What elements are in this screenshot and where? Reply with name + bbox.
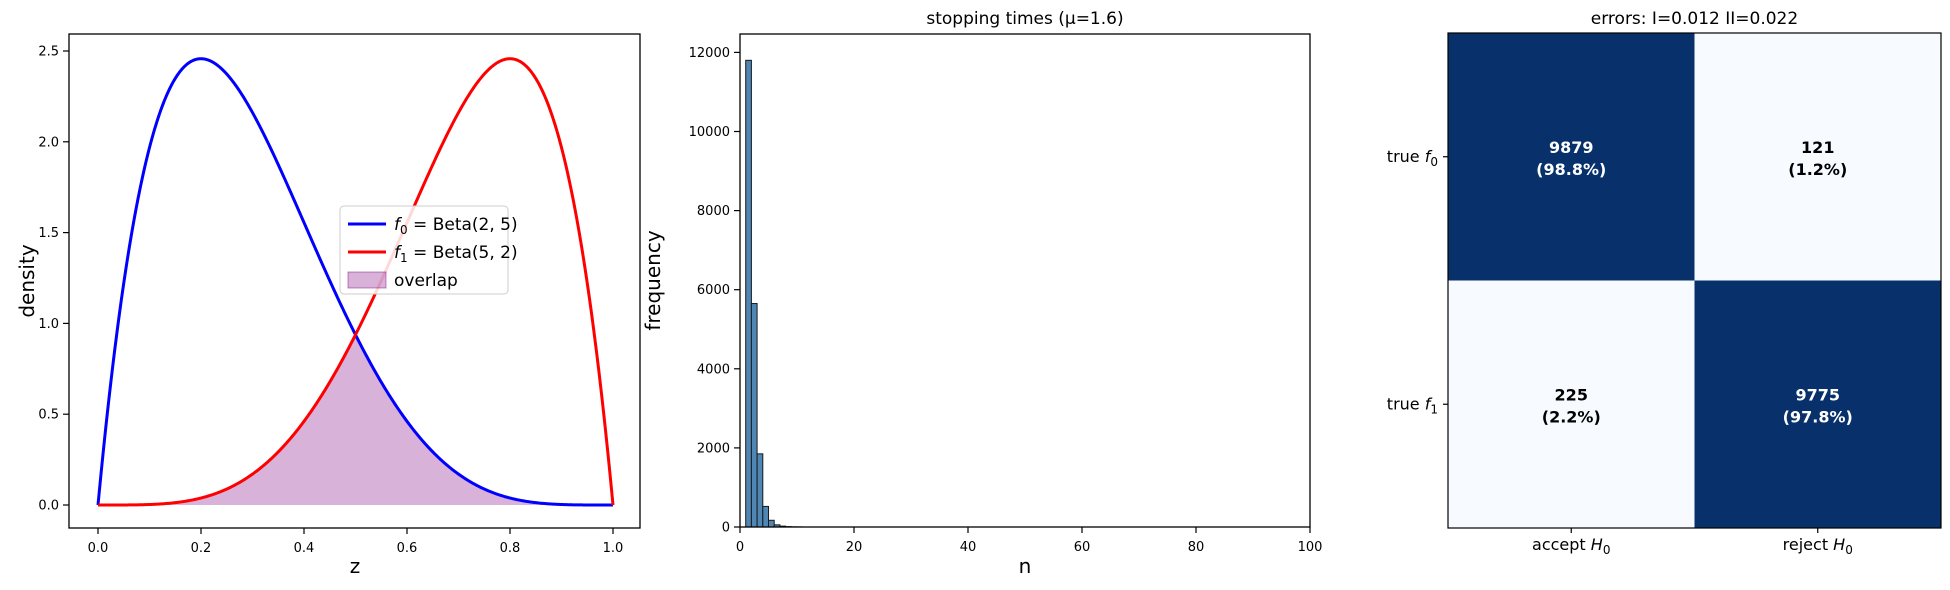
confusion-matrix: 9879 (98.8%) 121 (1.2%) 225 (2.2%) 9775 (97.8%)… (1387, 9, 1942, 557)
x-axis-label: z (350, 554, 361, 578)
axes-spines (68, 33, 641, 529)
y-axis-tick-label: 0.5 (38, 408, 59, 423)
legend-box (339, 205, 509, 295)
matrix-cell-percent: (97.8%) (1783, 407, 1853, 426)
y-axis-label: frequency (641, 230, 665, 330)
x-axis-tick-label: 0.2 (191, 541, 212, 556)
matrix-cell (1694, 280, 1941, 528)
x-axis-tick-label: 0.4 (294, 541, 315, 556)
x-axis-tick-label: 60 (1074, 540, 1091, 555)
legend-label: f0 = Beta(2, 5) (394, 215, 518, 237)
y-axis-tick-label: 1.5 (38, 226, 59, 241)
overlap-area (98, 334, 613, 505)
legend-label: f1 = Beta(5, 2) (394, 243, 518, 265)
matrix-row-label: true f0 (1387, 147, 1438, 169)
histogram-bar (745, 59, 752, 528)
y-axis-tick-label: 10000 (689, 125, 730, 140)
plot-title: stopping times (μ=1.6) (926, 9, 1123, 29)
x-axis-tick-label: 0.8 (500, 541, 521, 556)
beta-density-plot: 0.0 0.5 1.0 1.5 2.0 2.5 0.0 0.2 0.4 0.6 0.8 1.0 z den… (15, 33, 641, 578)
x-axis-tick-label: 20 (846, 540, 863, 555)
plot-title: errors: I=0.012 II=0.022 (1591, 9, 1798, 29)
y-axis-tick-label: 4000 (697, 362, 730, 377)
x-axis-tick-label: 0.6 (397, 541, 418, 556)
y-axis-tick-label: 6000 (697, 283, 730, 298)
axes-spines (739, 33, 1311, 528)
matrix-cell (1448, 280, 1695, 528)
matrix-cell (1448, 33, 1695, 281)
legend-label: overlap (394, 271, 458, 291)
x-axis-tick-label: 0.0 (88, 541, 109, 556)
matrix-row-label: true f1 (1387, 394, 1438, 416)
x-axis-tick-label: 1.0 (603, 541, 624, 556)
matrix-cell-count: 225 (1555, 385, 1588, 404)
x-axis-tick-label: 0 (736, 540, 744, 555)
y-axis-tick-label: 2.0 (38, 135, 59, 150)
histogram-bar (750, 303, 758, 528)
x-axis-label: n (1019, 554, 1032, 578)
matrix-cell-percent: (1.2%) (1788, 160, 1847, 179)
matrix-cell (1694, 33, 1941, 281)
x-axis-tick-label: 40 (960, 540, 977, 555)
y-axis-tick-label: 0 (722, 521, 730, 536)
stopping-times-histogram: 0 2000 4000 6000 8000 10000 12000 0 20 40 60 80 100 s… (641, 9, 1323, 578)
matrix-cell-percent: (98.8%) (1536, 160, 1606, 179)
histogram-bar (756, 453, 764, 528)
matrix-cell-percent: (2.2%) (1542, 407, 1601, 426)
x-axis-tick-label: 80 (1188, 540, 1205, 555)
histogram-bar (768, 519, 775, 528)
legend-patch-sample (347, 271, 387, 289)
matrix-cell-count: 121 (1801, 138, 1834, 157)
y-axis-tick-label: 2000 (697, 441, 730, 456)
histogram-bar (762, 505, 770, 528)
matrix-col-label: accept H0 (1532, 535, 1610, 557)
matrix-cell-count: 9879 (1549, 138, 1594, 157)
y-axis-tick-label: 0.0 (38, 499, 59, 514)
x-axis-tick-label: 100 (1298, 540, 1323, 555)
y-axis-label: density (15, 244, 39, 317)
y-axis-tick-label: 1.0 (38, 317, 59, 332)
curve-f1 (97, 57, 615, 507)
matrix-cell-count: 9775 (1795, 385, 1840, 404)
matrix-border (1447, 32, 1942, 529)
matrix-col-label: reject H0 (1783, 535, 1853, 557)
y-axis-tick-label: 8000 (697, 204, 730, 219)
y-axis-tick-label: 12000 (689, 46, 730, 61)
y-axis-tick-label: 2.5 (38, 45, 59, 60)
